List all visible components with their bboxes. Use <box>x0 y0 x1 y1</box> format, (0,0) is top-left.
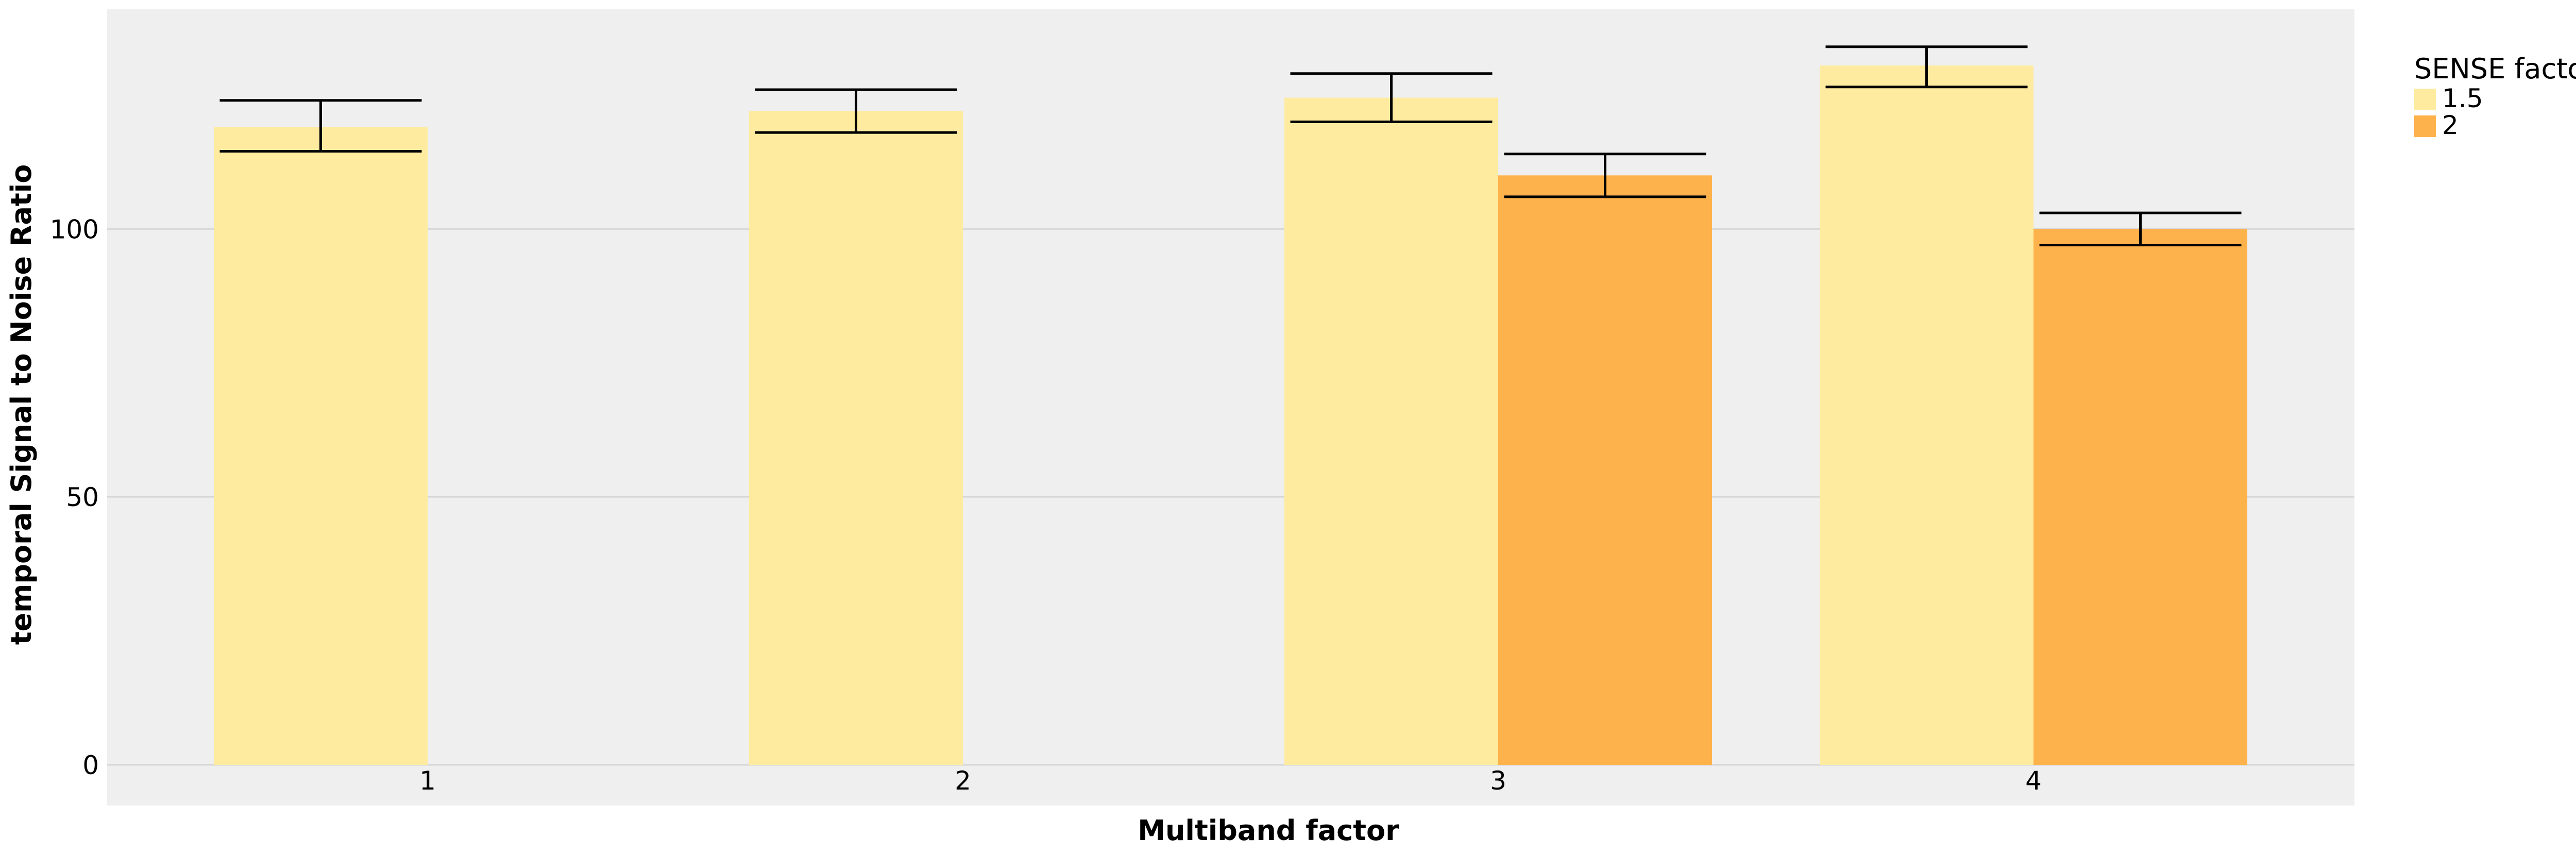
error-bar-series-0-cat-2 <box>755 88 957 134</box>
error-bar-series-1-cat-4 <box>2039 211 2242 246</box>
error-bar-series-0-cat-1 <box>219 99 422 153</box>
legend-label-0: 1.5 <box>2442 83 2483 113</box>
x-tick-label: 3 <box>1490 766 1506 796</box>
error-bars <box>219 45 2242 246</box>
bars <box>214 65 2247 765</box>
y-tick-labels: 0 50 100 <box>50 214 99 780</box>
bar-series-0-cat-3 <box>1284 97 1498 765</box>
bar-series-1-cat-3 <box>1498 175 1712 765</box>
y-tick-label: 0 <box>82 750 99 780</box>
x-axis-title: Multiband factor <box>1138 814 1399 847</box>
y-axis-title: temporal Signal to Noise Ratio <box>5 164 38 645</box>
bar-series-0-cat-4 <box>1820 65 2033 765</box>
y-tick-label: 50 <box>66 482 99 512</box>
x-tick-labels: 1 2 3 4 <box>419 766 2042 796</box>
bar-series-0-cat-1 <box>214 127 428 765</box>
error-bar-series-0-cat-3 <box>1290 72 1493 123</box>
x-tick-label: 4 <box>2025 766 2042 796</box>
legend-label-1: 2 <box>2442 110 2459 140</box>
x-tick-label: 1 <box>419 766 436 796</box>
y-tick-label: 100 <box>50 214 99 244</box>
legend-swatch-0 <box>2414 89 2436 110</box>
error-bar-series-0-cat-4 <box>1825 45 2028 89</box>
bar-series-1-cat-4 <box>2033 229 2247 765</box>
error-bar-series-1-cat-3 <box>1504 153 1706 198</box>
legend-title: SENSE factor <box>2414 53 2576 85</box>
x-tick-label: 2 <box>955 766 971 796</box>
legend-swatch-1 <box>2414 115 2436 137</box>
legend: SENSE factor 1.52 <box>2414 53 2576 140</box>
bar-series-0-cat-2 <box>749 111 963 765</box>
